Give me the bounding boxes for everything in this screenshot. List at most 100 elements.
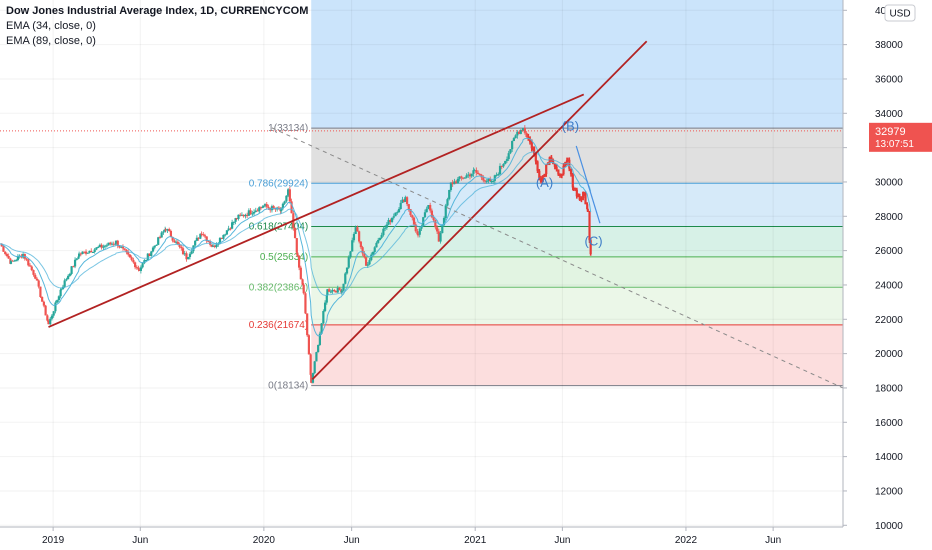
candle — [498, 163, 502, 176]
candle — [98, 243, 101, 248]
candle — [543, 173, 546, 178]
candle — [242, 214, 245, 218]
candle — [427, 204, 430, 210]
candle — [47, 319, 50, 325]
candle — [120, 246, 123, 249]
candle — [151, 246, 155, 253]
candle — [109, 241, 112, 246]
candle — [491, 180, 495, 184]
candle — [56, 299, 59, 304]
candle — [344, 272, 347, 285]
candle — [497, 172, 500, 177]
candle — [507, 150, 510, 162]
candle — [361, 245, 364, 256]
candle — [91, 251, 95, 253]
candle — [523, 125, 526, 135]
candle — [220, 237, 223, 240]
y-tick-label: 12000 — [875, 486, 903, 497]
candle — [364, 257, 368, 266]
candle — [338, 287, 341, 291]
candle — [175, 239, 178, 245]
candle — [566, 157, 569, 162]
candle — [560, 173, 563, 179]
candle — [380, 232, 383, 240]
candle — [437, 228, 440, 242]
candle — [310, 373, 313, 384]
candle — [420, 224, 423, 232]
chart-legend: Dow Jones Industrial Average Index, 1D, … — [6, 4, 308, 49]
candle — [405, 196, 409, 207]
candle — [342, 283, 345, 292]
candle — [414, 221, 417, 233]
candle — [573, 187, 577, 192]
candle — [522, 127, 525, 132]
candle — [442, 216, 446, 227]
candle — [495, 172, 498, 177]
trendline-0 — [48, 93, 585, 328]
candle — [331, 288, 334, 294]
candle — [473, 168, 476, 172]
candle — [552, 158, 555, 165]
candle — [475, 167, 478, 176]
candle — [485, 179, 488, 184]
fib-level-label: 0(18134) — [268, 381, 308, 392]
candle — [572, 185, 575, 191]
candle — [297, 254, 301, 271]
candle — [456, 177, 459, 184]
candle — [336, 285, 339, 293]
candle — [470, 173, 473, 178]
candle — [293, 227, 297, 239]
trendline-1 — [311, 40, 648, 381]
trendline-3 — [575, 145, 601, 224]
candle — [411, 214, 414, 221]
candle — [232, 221, 235, 226]
fib-zone-0 — [311, 128, 843, 184]
candle — [304, 292, 307, 315]
candle — [390, 217, 394, 224]
candle — [349, 250, 352, 259]
candle — [385, 222, 388, 230]
candle — [569, 168, 573, 177]
candle — [511, 140, 514, 152]
candle — [258, 206, 261, 214]
candle — [194, 240, 197, 248]
candle — [558, 173, 562, 178]
x-tick-label: 2022 — [675, 535, 698, 546]
candle — [455, 179, 458, 184]
candle — [39, 286, 42, 298]
ema-34-label: EMA (34, close, 0) — [6, 20, 96, 32]
candle — [528, 136, 532, 145]
candle — [539, 175, 543, 184]
y-tick-label: 30000 — [875, 177, 903, 188]
candle — [317, 344, 320, 353]
x-tick-label: 2019 — [42, 535, 65, 546]
fib-level-label: 1(33134) — [268, 123, 308, 134]
x-tick-label: 2020 — [253, 535, 276, 546]
candle — [52, 311, 55, 318]
candle — [557, 169, 560, 176]
candle — [138, 268, 141, 272]
candle — [368, 257, 371, 266]
candle — [580, 196, 583, 203]
candle — [211, 243, 215, 248]
y-tick-label: 20000 — [875, 349, 903, 360]
candle — [586, 202, 589, 210]
candle — [451, 179, 454, 187]
candle — [281, 202, 285, 211]
fib-zone-3 — [311, 256, 843, 288]
candle — [81, 251, 84, 255]
candle — [224, 233, 227, 237]
candle — [467, 171, 470, 178]
currency-button[interactable]: USD — [884, 4, 916, 22]
candle — [509, 148, 512, 155]
candle — [280, 207, 283, 214]
candle — [144, 259, 148, 262]
ema-89-label: EMA (89, close, 0) — [6, 35, 96, 47]
candle — [35, 276, 39, 281]
y-tick-label: 36000 — [875, 74, 903, 85]
candle — [73, 257, 77, 269]
candle — [135, 265, 138, 270]
candle — [575, 187, 578, 199]
